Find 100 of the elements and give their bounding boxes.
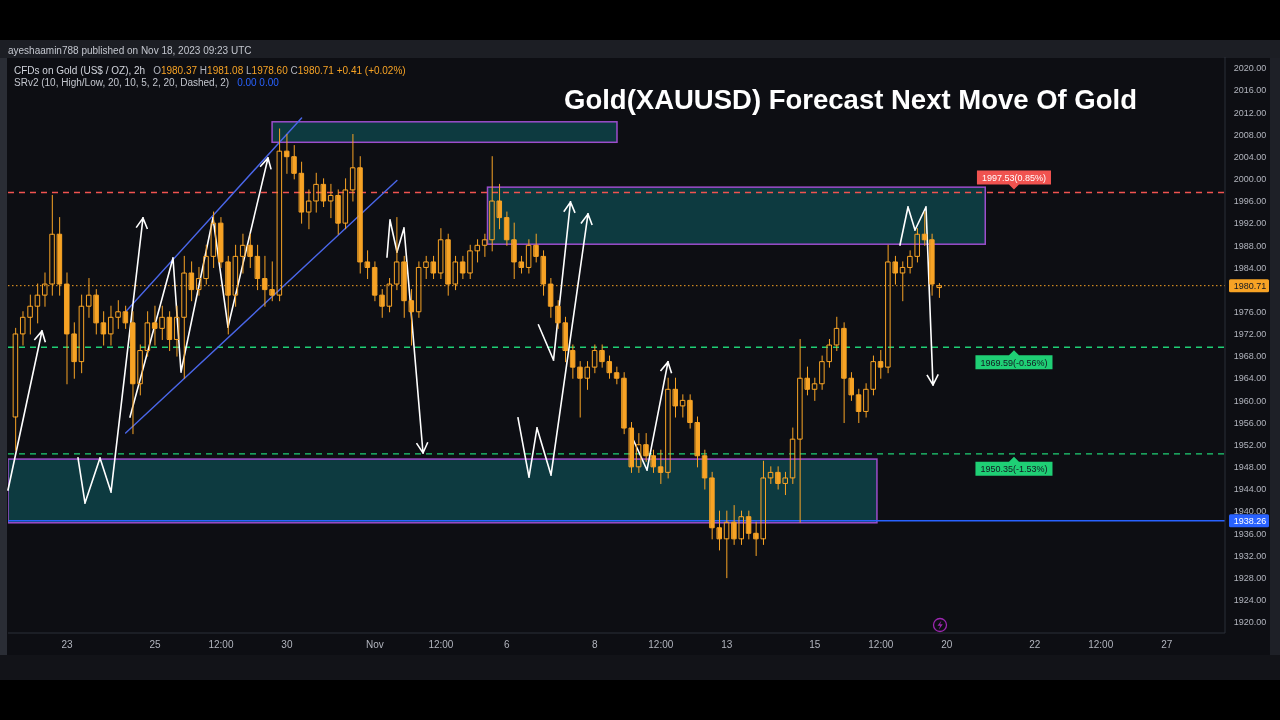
candlestick [856,388,862,424]
candlestick [570,344,576,379]
candlestick [460,255,466,280]
candlestick [526,239,532,274]
candlestick [724,510,730,579]
candlestick [746,510,752,540]
candlestick [416,261,422,318]
candlestick [563,316,569,363]
candlestick [13,327,19,451]
candlestick [812,377,818,401]
candlestick [115,300,121,329]
candlestick [892,255,898,285]
candlestick [203,244,209,285]
y-tick-label: 1976.00 [1233,306,1267,317]
candlestick [299,161,305,224]
candlestick [93,289,99,335]
candlestick [577,361,583,418]
candlestick [130,311,136,435]
y-tick-label: 1964.00 [1233,373,1267,384]
candlestick [306,189,312,230]
candlestick [716,510,723,551]
x-tick-label: 20 [941,638,953,650]
candlestick [753,521,759,556]
candlestick [423,255,429,280]
candlestick [797,338,803,523]
candlestick [365,250,371,280]
x-tick-label: 27 [1161,638,1173,650]
candlestick [372,261,378,302]
candlestick [357,156,363,274]
ref-line-label: 1997.53(0.85%) [981,172,1046,183]
ref-line-label: 1969.59(-0.56%) [980,357,1048,368]
x-tick-label: 23 [61,638,73,650]
candlestick [71,322,77,379]
candlestick [240,233,246,274]
candlestick [497,183,503,230]
candlestick [848,372,854,401]
x-tick-label: 25 [149,638,161,650]
ref-line-label: 1980.71 [1233,280,1267,291]
candlestick [438,228,444,280]
text: ayeshaamin788 published on Nov 18, 2023 09:23 UTC [8,44,252,56]
candlestick [343,178,349,230]
ref-line-label: 1938.26 [1233,516,1267,527]
candlestick [694,416,701,468]
candlestick [475,239,481,263]
candlestick [174,305,180,357]
candlestick [482,233,488,257]
candlestick [782,471,788,496]
x-tick-label: 30 [281,638,293,650]
candlestick [86,278,92,318]
text: O1980.37 H1981.08 L1978.60 C1980.71 +0.41 (+0.02%) [153,64,406,76]
candlestick [159,305,165,340]
candlestick [137,344,143,396]
candlestick [768,466,774,484]
candlestick [731,505,737,545]
candlestick [775,466,781,490]
candlestick [519,255,525,274]
candlestick [790,427,796,484]
candlestick [313,172,319,213]
y-tick-label: 1992.00 [1233,218,1267,229]
candlestick [863,383,869,418]
text: CFDs on Gold (US$ / OZ), 2h [14,64,146,76]
candlestick [702,449,708,490]
y-tick-label: 1988.00 [1233,240,1267,251]
candlestick [152,305,158,346]
candlestick [548,278,554,318]
candlestick [585,361,591,390]
x-tick-label: 13 [721,638,733,650]
candlestick [145,311,151,357]
ref-line-label: 1950.35(-1.53%) [980,464,1048,475]
candlestick [328,183,334,219]
text: Gold(XAUUSD) Forecast Next Move Of Gold [564,84,1137,115]
candlestick [760,460,766,545]
candlestick [167,311,173,352]
x-tick-label: 12:00 [648,638,674,650]
x-tick-label: Nov [366,638,384,650]
candlestick [870,355,876,396]
y-tick-label: 2000.00 [1233,174,1267,185]
x-tick-label: 6 [504,638,511,650]
y-tick-label: 1936.00 [1233,528,1267,539]
candlestick [621,372,627,435]
y-tick-label: 1944.00 [1233,484,1267,495]
y-tick-label: 1956.00 [1233,417,1267,428]
x-tick-label: 8 [592,638,599,650]
candlestick [218,217,224,268]
x-tick-label: 12:00 [428,638,454,650]
y-tick-label: 1984.00 [1233,262,1267,273]
candlestick [555,300,561,329]
candlestick [709,471,715,540]
candlestick [592,344,598,374]
annotation: SRv2 (10, High/Low, 20, 10, 5, 2, 20, Dashed, 2) [14,77,230,88]
x-tick-label: 22 [1029,638,1041,650]
y-tick-label: 1924.00 [1233,594,1267,605]
y-tick-label: 1996.00 [1233,196,1267,207]
y-tick-label: 2004.00 [1233,151,1267,162]
y-tick-label: 1932.00 [1233,550,1267,561]
y-tick-label: 2016.00 [1233,85,1267,96]
candlestick [394,217,400,291]
y-tick-label: 2012.00 [1233,107,1267,118]
candlestick [467,244,473,280]
candlestick [511,222,517,280]
